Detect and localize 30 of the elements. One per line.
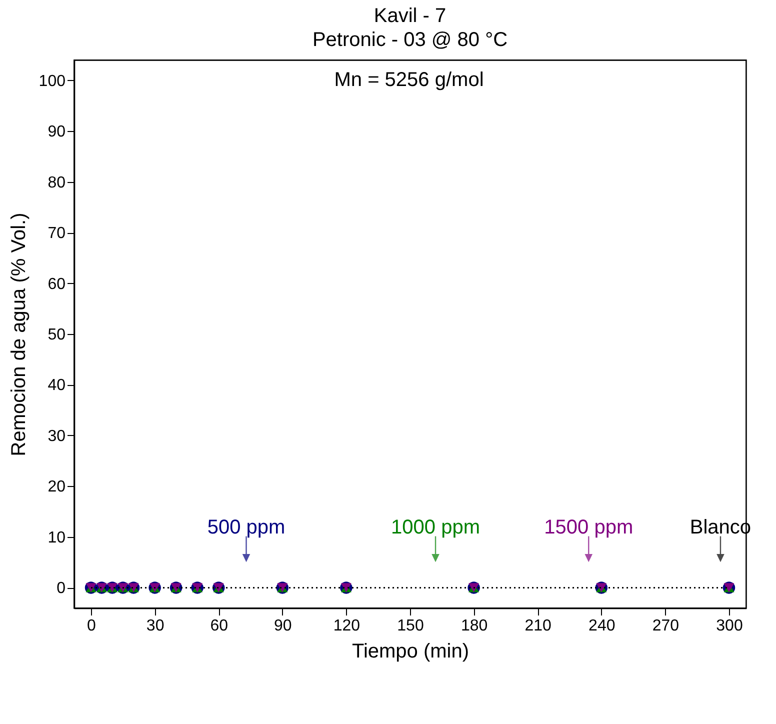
y-tick-label: 70 <box>48 225 66 242</box>
x-tick-label: 0 <box>87 618 96 634</box>
annotation: 500 ppm <box>207 516 286 539</box>
x-tick-label: 180 <box>460 618 488 634</box>
y-tick-label: 80 <box>48 174 66 192</box>
x-tick-label: 300 <box>716 618 743 634</box>
y-tick-label: 40 <box>48 377 66 394</box>
chart-title: Kavil - 7 <box>374 5 446 27</box>
x-tick-label: 90 <box>274 618 292 634</box>
chart-subtitle: Petronic - 03 @ 80 °C <box>312 29 508 51</box>
x-tick-label: 60 <box>210 618 228 634</box>
y-tick-label: 100 <box>38 72 66 90</box>
annotation: 1500 ppm <box>544 516 634 539</box>
y-tick-label: 0 <box>56 580 66 598</box>
x-tick-label: 210 <box>524 618 552 634</box>
y-tick-label: 60 <box>48 276 66 293</box>
annotation: Mn = 5256 g/mol <box>334 69 484 91</box>
x-tick-label: 270 <box>652 618 680 634</box>
y-tick-label: 90 <box>48 124 66 141</box>
y-tick-label: 20 <box>48 478 66 496</box>
y-tick-label: 10 <box>48 529 66 546</box>
x-tick-label: 150 <box>397 618 424 634</box>
x-axis-title: Tiempo (min) <box>352 640 470 662</box>
y-tick-label: 50 <box>48 326 66 344</box>
x-tick-label: 30 <box>146 618 164 634</box>
y-tick-label: 30 <box>48 428 66 445</box>
annotation: 1000 ppm <box>391 516 480 539</box>
y-axis-title: Remocion de agua (% Vol.) <box>8 212 30 456</box>
x-tick-label: 120 <box>333 618 360 634</box>
x-tick-label: 240 <box>588 618 616 634</box>
